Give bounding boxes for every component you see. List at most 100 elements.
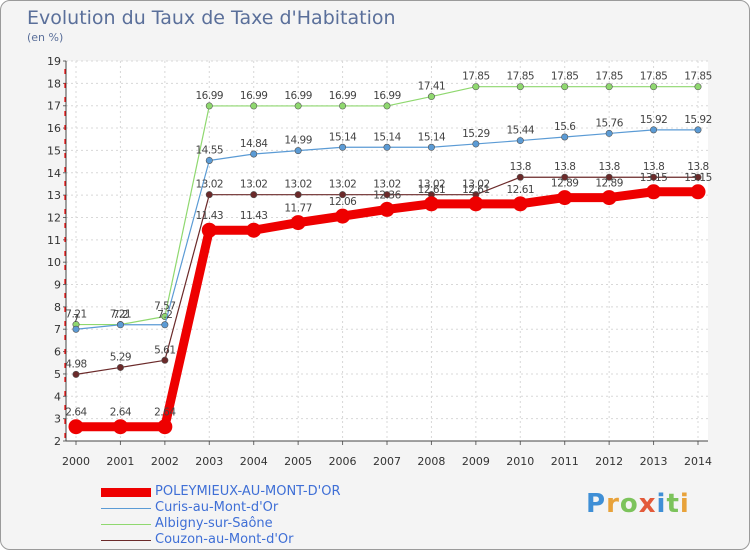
data-label: 13.8 xyxy=(643,161,664,173)
data-label: 13.8 xyxy=(687,161,708,173)
y-tick-label: 7 xyxy=(54,323,61,336)
data-label: 15.14 xyxy=(418,131,446,143)
y-tick-label: 10 xyxy=(47,256,61,269)
x-tick-label: 2007 xyxy=(373,455,401,468)
data-point xyxy=(423,196,439,212)
data-label: 13.02 xyxy=(373,179,401,191)
data-label: 12.89 xyxy=(595,178,623,190)
data-label: 16.99 xyxy=(373,90,401,102)
x-tick-label: 2005 xyxy=(284,455,312,468)
data-point xyxy=(250,102,258,110)
x-tick-label: 2003 xyxy=(195,455,223,468)
data-label: 14.55 xyxy=(196,144,224,156)
data-label: 12.61 xyxy=(507,184,535,196)
data-label: 12.89 xyxy=(551,178,579,190)
y-tick-label: 16 xyxy=(47,122,61,135)
data-point xyxy=(605,173,613,181)
data-point xyxy=(605,83,613,91)
data-point xyxy=(383,143,391,151)
data-label: 12.36 xyxy=(373,189,401,201)
data-point xyxy=(72,325,80,333)
x-tick-label: 2012 xyxy=(595,455,623,468)
y-tick-label: 4 xyxy=(54,390,61,403)
x-tick-label: 2006 xyxy=(329,455,357,468)
data-point xyxy=(650,126,658,134)
data-label: 11.43 xyxy=(196,210,224,222)
data-point xyxy=(379,201,395,217)
data-point xyxy=(468,196,484,212)
data-label: 15.6 xyxy=(554,121,576,133)
legend-label-couzon: Couzon-au-Mont-d'Or xyxy=(155,532,294,547)
data-label: 16.99 xyxy=(196,90,224,102)
data-label: 17.85 xyxy=(507,71,535,83)
chart-title: Evolution du Taux de Taxe d'Habitation xyxy=(27,7,396,29)
data-point xyxy=(472,83,480,91)
y-tick-label: 14 xyxy=(47,167,61,180)
x-tick-label: 2002 xyxy=(151,455,179,468)
data-label: 11.43 xyxy=(240,210,268,222)
data-point xyxy=(383,102,391,110)
x-tick-label: 2004 xyxy=(240,455,268,468)
data-label: 5.61 xyxy=(154,344,175,356)
y-tick-label: 6 xyxy=(54,346,61,359)
y-tick-label: 15 xyxy=(47,144,61,157)
y-tick-label: 13 xyxy=(47,189,61,202)
data-label: 16.99 xyxy=(240,90,268,102)
x-tick-label: 2008 xyxy=(417,455,445,468)
data-label: 7.2 xyxy=(113,309,128,321)
data-point xyxy=(250,150,258,158)
x-tick-label: 2011 xyxy=(551,455,579,468)
data-label: 2.64 xyxy=(110,407,132,419)
data-label: 15.92 xyxy=(640,114,668,126)
data-label: 13.02 xyxy=(196,179,224,191)
data-point xyxy=(516,173,524,181)
data-point xyxy=(335,208,351,224)
data-label: 17.85 xyxy=(551,71,579,83)
y-tick-label: 3 xyxy=(54,413,61,426)
legend-swatch-couzon xyxy=(101,540,151,541)
data-point xyxy=(516,137,524,145)
data-point xyxy=(694,173,702,181)
legend-label-curis: Curis-au-Mont-d'Or xyxy=(155,500,279,515)
data-label: 13.02 xyxy=(418,179,446,191)
chart-subtitle: (en %) xyxy=(27,31,64,44)
data-label: 13.02 xyxy=(329,179,357,191)
data-point xyxy=(161,356,169,364)
x-tick-label: 2000 xyxy=(62,455,90,468)
x-tick-label: 2001 xyxy=(106,455,134,468)
data-point xyxy=(650,83,658,91)
data-label: 13.15 xyxy=(684,172,712,184)
data-label: 13.8 xyxy=(598,161,619,173)
data-label: 12.06 xyxy=(329,196,357,208)
data-point xyxy=(561,133,569,141)
data-label: 14.84 xyxy=(240,138,268,150)
data-point xyxy=(646,184,662,200)
data-label: 12.61 xyxy=(418,184,446,196)
y-tick-label: 17 xyxy=(47,100,61,113)
data-point xyxy=(68,419,84,435)
data-label: 15.14 xyxy=(373,131,401,143)
data-point xyxy=(516,83,524,91)
data-point xyxy=(694,126,702,134)
y-tick-label: 9 xyxy=(54,279,61,292)
data-label: 13.02 xyxy=(284,179,312,191)
legend-swatch-curis xyxy=(101,508,151,509)
legend-swatch-poleymieux xyxy=(101,488,151,497)
data-label: 13.8 xyxy=(554,161,575,173)
data-label: 16.99 xyxy=(284,90,312,102)
data-label: 5.29 xyxy=(110,351,131,363)
data-point xyxy=(294,102,302,110)
data-label: 13.02 xyxy=(462,179,490,191)
data-point xyxy=(201,222,217,238)
data-label: 14.99 xyxy=(284,135,312,147)
data-point xyxy=(294,147,302,155)
data-point xyxy=(72,370,80,378)
data-point xyxy=(561,83,569,91)
data-label: 15.14 xyxy=(329,131,357,143)
data-label: 2.64 xyxy=(65,407,87,419)
data-label: 12.61 xyxy=(462,184,490,196)
data-point xyxy=(472,140,480,148)
y-tick-label: 19 xyxy=(47,55,61,68)
data-point xyxy=(290,215,306,231)
